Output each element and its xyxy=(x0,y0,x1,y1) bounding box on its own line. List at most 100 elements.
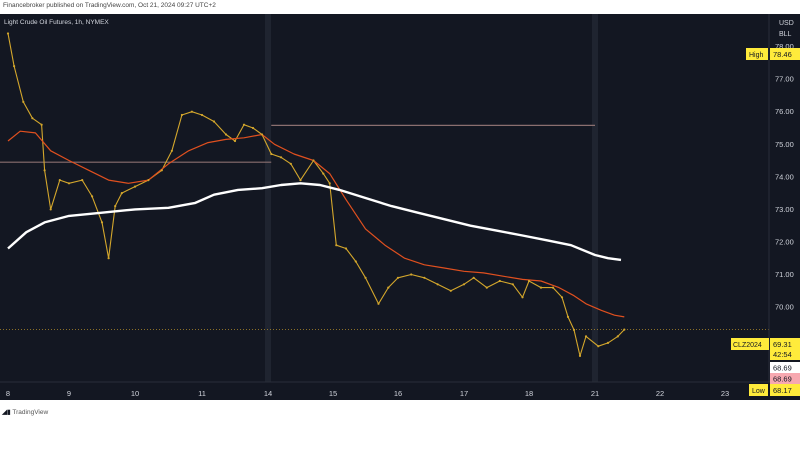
x-tick-label: 9 xyxy=(67,389,71,398)
y-tick-label: 71.00 xyxy=(775,270,794,279)
price-point xyxy=(560,296,564,299)
price-point xyxy=(606,341,610,344)
price-point xyxy=(485,286,488,289)
price-point xyxy=(260,133,264,136)
publisher-text: Financebroker published on TradingView.c… xyxy=(3,2,216,9)
chart-panel[interactable]: 70.00 71.00 72.00 73.00 74.00 75.00 76.00 77.00… xyxy=(0,14,800,400)
price-point xyxy=(472,276,475,279)
high-value-box xyxy=(770,48,800,60)
price-point xyxy=(170,149,173,152)
price-point xyxy=(251,126,255,130)
x-tick-label: 15 xyxy=(329,389,337,398)
current-price-marker: CLZ2024 69.31 42:54 xyxy=(731,338,800,360)
price-point xyxy=(13,65,16,68)
low-value-box xyxy=(770,384,800,396)
price-point xyxy=(527,279,531,283)
ema_fast-series-line xyxy=(7,130,625,318)
x-tick-label: 10 xyxy=(131,389,139,398)
price-point xyxy=(107,257,110,260)
x-tick-label: 23 xyxy=(721,389,729,398)
ema_slow-series-line xyxy=(7,182,622,262)
price-point xyxy=(322,172,325,175)
x-tick-label: 22 xyxy=(656,389,664,398)
session-break-band xyxy=(592,14,598,382)
y-tick-label: 73.00 xyxy=(775,205,794,214)
price-point xyxy=(49,208,52,211)
y-tick-label: 77.00 xyxy=(775,75,794,84)
high-label: High xyxy=(749,52,764,59)
price-point xyxy=(572,328,576,331)
ask-marker: 68.69 xyxy=(770,373,800,384)
price-point xyxy=(120,192,123,195)
price-point xyxy=(160,169,163,172)
session-break-band xyxy=(265,14,271,382)
x-tick-label: 21 xyxy=(591,389,599,398)
price-point xyxy=(584,335,588,338)
price-chart[interactable]: 70.00 71.00 72.00 73.00 74.00 75.00 76.00 77.00… xyxy=(0,14,800,400)
publish-header: Financebroker published on TradingView.c… xyxy=(0,0,800,14)
y-tick-label: 78.00 xyxy=(775,42,794,51)
price-point xyxy=(114,205,117,208)
low-value: 68.17 xyxy=(773,386,792,395)
price-point xyxy=(147,179,150,182)
price-point xyxy=(43,169,46,172)
x-tick-label: 17 xyxy=(460,389,468,398)
price-point xyxy=(180,113,183,117)
brand-name: TradingView xyxy=(12,409,49,416)
y-tick-label: 75.00 xyxy=(775,140,794,149)
price-series-line xyxy=(7,33,625,357)
price-point xyxy=(279,156,283,159)
price-point xyxy=(31,117,34,120)
price-point xyxy=(521,296,524,299)
x-tick-label: 16 xyxy=(394,389,402,398)
price-point xyxy=(312,159,315,162)
price-point xyxy=(498,279,501,283)
price-point xyxy=(242,123,246,126)
price-point xyxy=(566,315,570,318)
price-point xyxy=(233,139,237,143)
price-point xyxy=(335,244,338,247)
low-label-box xyxy=(749,384,768,396)
price-point xyxy=(299,179,302,182)
ask-price-box xyxy=(770,373,800,384)
last-price: 69.31 xyxy=(773,340,792,349)
price-point xyxy=(597,345,600,348)
price-point xyxy=(551,286,555,289)
bar-countdown: 42:54 xyxy=(773,350,792,359)
ask-price: 68.69 xyxy=(773,375,792,384)
bid-price: 68.69 xyxy=(773,364,792,373)
price-point xyxy=(410,273,413,276)
x-tick-label: 14 xyxy=(264,389,272,398)
price-point xyxy=(22,100,25,103)
bid-marker: 68.69 xyxy=(770,362,800,373)
price-point xyxy=(212,120,216,123)
tradingview-logo-icon: ◢▮ xyxy=(2,409,13,416)
x-tick-label: 11 xyxy=(198,389,206,398)
price-point xyxy=(396,276,400,279)
price-point xyxy=(387,286,390,289)
price-point xyxy=(200,113,204,117)
y-tick-label: 70.00 xyxy=(775,303,794,312)
price-point xyxy=(377,302,380,305)
price-point xyxy=(100,221,104,224)
price-point xyxy=(224,133,228,136)
currency-label: USD xyxy=(779,20,794,27)
low-marker: Low 68.17 xyxy=(749,384,800,396)
price-point xyxy=(623,328,626,331)
x-tick-label: 18 xyxy=(525,389,533,398)
y-tick-label: 76.00 xyxy=(775,107,794,116)
price-point xyxy=(40,123,43,126)
y-tick-label: 72.00 xyxy=(775,237,794,246)
price-point xyxy=(67,182,71,185)
price-point xyxy=(289,162,292,165)
price-point xyxy=(462,283,466,286)
price-point xyxy=(578,354,582,357)
high-label-box xyxy=(746,48,768,60)
price-point xyxy=(6,32,10,35)
y-tick-label: 74.00 xyxy=(775,172,794,181)
price-point xyxy=(133,185,137,188)
price-point xyxy=(270,152,273,156)
symbol-title: Light Crude Oil Futures, 1h, NYMEX xyxy=(4,19,109,26)
price-point xyxy=(354,260,357,263)
bid-price-box xyxy=(770,362,800,373)
